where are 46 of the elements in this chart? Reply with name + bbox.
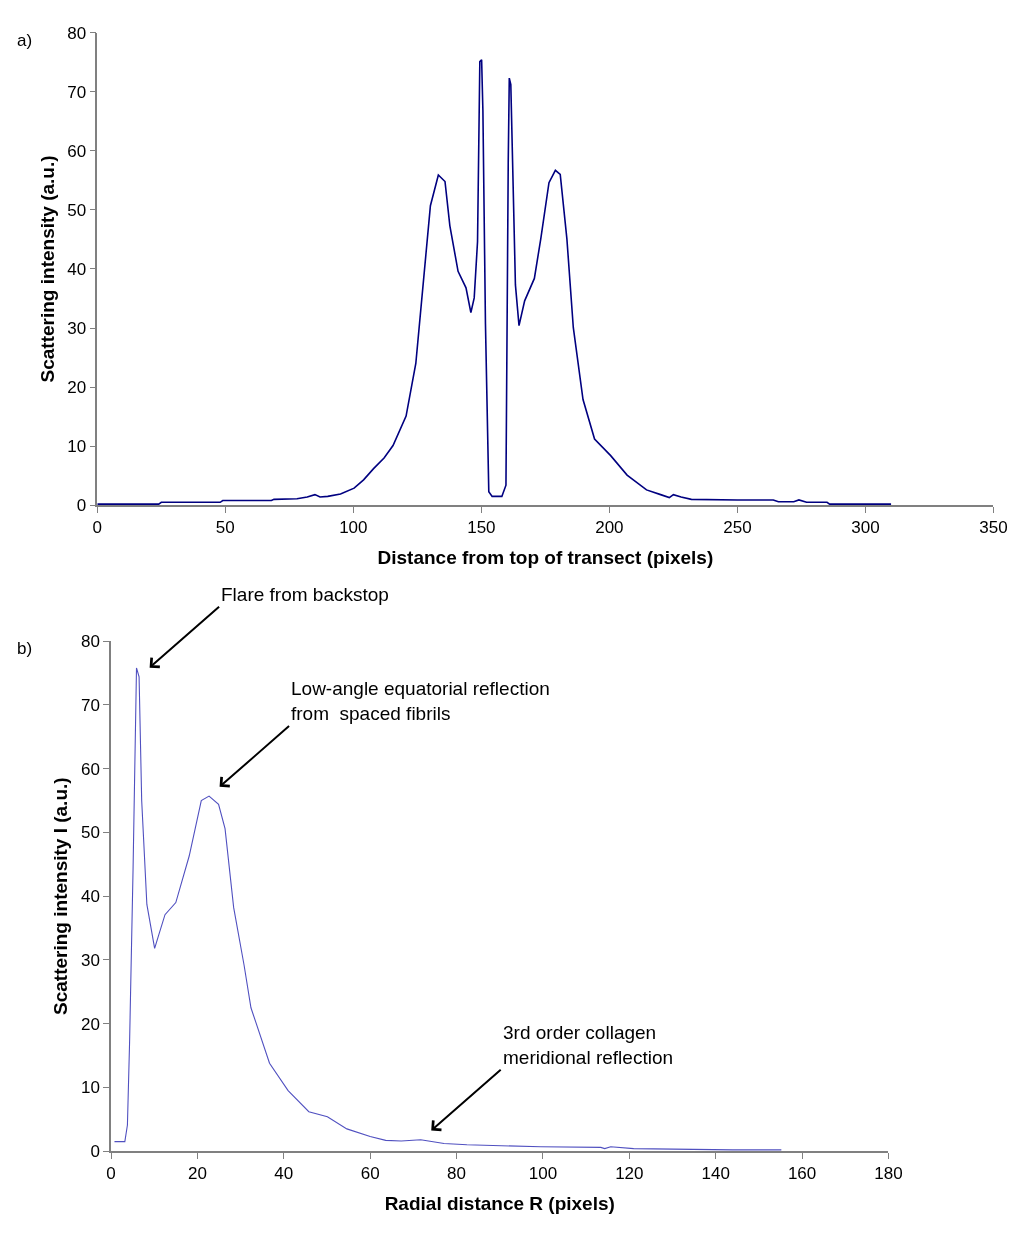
y-tick-label: 70 — [67, 82, 87, 102]
x-tick-label: 120 — [615, 1164, 644, 1184]
y-axis-title: Scattering intensity I (a.u.) — [50, 777, 72, 1015]
x-tick-label: 150 — [467, 518, 496, 538]
x-axis-title: Radial distance R (pixels) — [384, 1192, 615, 1214]
y-tick-label: 10 — [67, 437, 87, 457]
y-tick-label: 70 — [80, 695, 100, 715]
y-tick-label: 30 — [67, 318, 87, 338]
x-tick-label: 250 — [723, 518, 752, 538]
x-tick-label: 100 — [339, 518, 368, 538]
y-tick-label: 30 — [80, 950, 100, 970]
y-tick-label: 80 — [67, 23, 87, 43]
y-tick-label: 10 — [80, 1078, 100, 1098]
line-series — [113, 667, 782, 1151]
x-tick-label: 300 — [851, 518, 880, 538]
x-tick-label: 20 — [187, 1164, 207, 1184]
annotation: Low-angle equatorial reflection from spaced fibrils — [291, 678, 550, 724]
x-tick-label: 40 — [274, 1164, 294, 1184]
x-tick-label: 350 — [979, 518, 1008, 538]
y-tick-label: 0 — [90, 1142, 100, 1162]
x-tick-label: 140 — [701, 1164, 730, 1184]
y-tick-label: 50 — [80, 823, 100, 843]
y-tick-label: 50 — [67, 200, 87, 220]
x-tick-label: 160 — [787, 1164, 817, 1184]
x-tick-label: 60 — [360, 1164, 380, 1184]
annotation: 3rd order collagen meridional reflection — [503, 1022, 674, 1068]
y-tick-label: 60 — [67, 141, 87, 161]
x-tick-label: 50 — [215, 518, 235, 538]
y-tick-label: 20 — [67, 378, 87, 398]
y-tick-label: 20 — [80, 1014, 100, 1034]
y-tick-label: 0 — [76, 496, 87, 516]
line-series — [97, 59, 892, 505]
x-tick-label: 200 — [595, 518, 624, 538]
x-tick-label: 180 — [874, 1164, 903, 1184]
y-tick-label: 80 — [80, 632, 100, 652]
text: b) — [17, 639, 33, 658]
x-tick-label: 0 — [106, 1164, 116, 1184]
y-tick-label: 40 — [67, 259, 87, 279]
x-tick-label: 100 — [528, 1164, 558, 1184]
y-tick-label: 40 — [80, 887, 100, 907]
annotation: Flare from backstop — [221, 584, 389, 605]
x-axis-title: Distance from top of transect (pixels) — [377, 546, 714, 568]
text: a) — [17, 31, 33, 50]
y-tick-label: 60 — [80, 759, 100, 779]
x-tick-label: 80 — [447, 1164, 467, 1184]
y-axis-title: Scattering intensity (a.u.) — [36, 155, 58, 383]
